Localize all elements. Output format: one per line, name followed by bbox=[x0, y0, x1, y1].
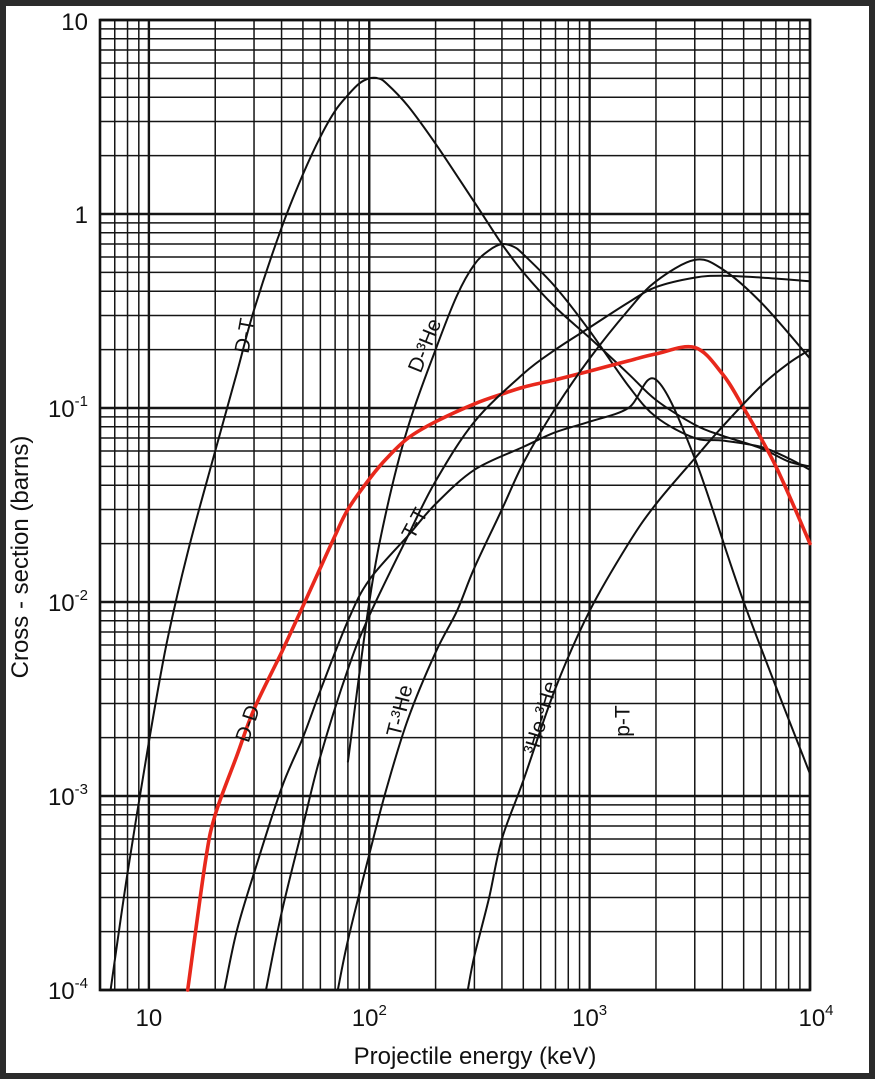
x-tick-labels: 10 102 103 104 bbox=[136, 1002, 834, 1032]
series-line-3he-3he bbox=[336, 258, 811, 991]
x-tick-exponent: 3 bbox=[599, 1002, 607, 1019]
y-tick-exponent: -1 bbox=[75, 393, 88, 410]
plot-border bbox=[98, 18, 812, 992]
series-line-p-t bbox=[466, 348, 811, 991]
curve-label-p-t: p-T bbox=[612, 705, 635, 737]
y-tick-exponent: -3 bbox=[75, 781, 88, 798]
series-line-d-3he bbox=[346, 242, 811, 763]
series-curves bbox=[109, 76, 812, 992]
y-tick-label: 1 bbox=[75, 202, 88, 229]
x-tick-base: 10 bbox=[798, 1005, 825, 1032]
x-tick-label: 103 bbox=[572, 1002, 607, 1032]
x-tick-base: 10 bbox=[572, 1005, 599, 1032]
x-tick-base: 10 bbox=[136, 1005, 163, 1032]
major-gridlines bbox=[98, 18, 812, 992]
y-tick-label: 10-4 bbox=[48, 975, 88, 1005]
x-tick-exponent: 4 bbox=[825, 1002, 833, 1019]
y-tick-label: 10 bbox=[61, 9, 88, 36]
curve-label-t-3he: T-³He bbox=[383, 683, 418, 740]
y-tick-exponent: -2 bbox=[75, 587, 88, 604]
curve-label-d-d: D-D bbox=[231, 702, 264, 745]
curve-label-d-3he: D-³He bbox=[404, 315, 446, 376]
y-tick-label: 10-3 bbox=[48, 781, 88, 811]
y-tick-base: 10 bbox=[48, 590, 75, 617]
y-tick-label: 10-1 bbox=[48, 393, 88, 423]
x-tick-label: 102 bbox=[352, 1002, 387, 1032]
y-axis-label: Cross - section (barns) bbox=[7, 436, 34, 679]
y-tick-exponent: -4 bbox=[75, 975, 88, 992]
series-line-d-d bbox=[185, 344, 812, 992]
x-tick-label: 10 bbox=[136, 1005, 163, 1032]
x-tick-base: 10 bbox=[352, 1005, 379, 1032]
y-tick-base: 10 bbox=[48, 784, 75, 811]
x-tick-label: 104 bbox=[798, 1002, 833, 1032]
x-axis-label: Projectile energy (keV) bbox=[354, 1043, 597, 1070]
x-tick-exponent: 2 bbox=[378, 1002, 386, 1019]
y-tick-base: 10 bbox=[48, 396, 75, 423]
series-line-t-t bbox=[223, 377, 811, 991]
y-tick-base: 10 bbox=[61, 9, 88, 36]
series-line-d-t bbox=[109, 76, 811, 991]
y-tick-base: 1 bbox=[75, 202, 88, 229]
series-line-t-3he bbox=[265, 274, 811, 991]
y-tick-base: 10 bbox=[48, 978, 75, 1005]
y-tick-label: 10-2 bbox=[48, 587, 88, 617]
